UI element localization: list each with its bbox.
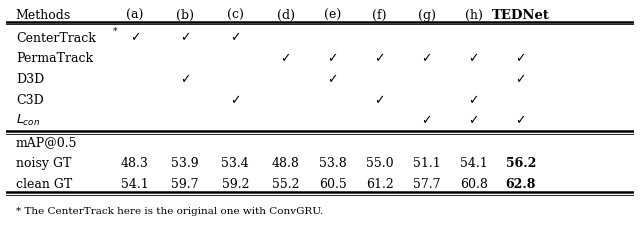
- Text: 60.8: 60.8: [460, 178, 488, 191]
- Text: 55.0: 55.0: [366, 157, 394, 170]
- Text: ✓: ✓: [230, 31, 241, 45]
- Text: 54.1: 54.1: [121, 178, 149, 191]
- Text: 53.9: 53.9: [172, 157, 199, 170]
- Text: ✓: ✓: [468, 114, 479, 127]
- Text: (c): (c): [227, 8, 244, 22]
- Text: 53.8: 53.8: [319, 157, 346, 170]
- Text: * The CenterTrack here is the original one with ConvGRU.: * The CenterTrack here is the original o…: [16, 208, 323, 216]
- Text: $L_{con}$: $L_{con}$: [16, 113, 40, 128]
- Text: ✓: ✓: [230, 94, 241, 107]
- Text: ✓: ✓: [374, 52, 385, 65]
- Text: 59.7: 59.7: [172, 178, 199, 191]
- Text: ✓: ✓: [130, 31, 140, 45]
- Text: 48.3: 48.3: [121, 157, 149, 170]
- Text: ✓: ✓: [421, 114, 432, 127]
- Text: ✓: ✓: [374, 94, 385, 107]
- Text: Methods: Methods: [16, 8, 71, 22]
- Text: 48.8: 48.8: [271, 157, 300, 170]
- Text: 62.8: 62.8: [506, 178, 536, 191]
- Text: ✓: ✓: [515, 52, 526, 65]
- Text: 57.7: 57.7: [413, 178, 440, 191]
- Text: 56.2: 56.2: [506, 157, 536, 170]
- Text: (b): (b): [176, 8, 194, 22]
- Text: PermaTrack: PermaTrack: [16, 52, 93, 65]
- Text: ✓: ✓: [280, 52, 291, 65]
- Text: ✓: ✓: [327, 52, 338, 65]
- Text: ✓: ✓: [468, 94, 479, 107]
- Text: *: *: [113, 27, 118, 36]
- Text: mAP@0.5: mAP@0.5: [16, 136, 77, 149]
- Text: clean GT: clean GT: [16, 178, 72, 191]
- Text: CenterTrack: CenterTrack: [16, 31, 96, 45]
- Text: ✓: ✓: [515, 73, 526, 86]
- Text: 59.2: 59.2: [221, 178, 249, 191]
- Text: 61.2: 61.2: [365, 178, 394, 191]
- Text: ✓: ✓: [327, 73, 338, 86]
- Text: ✓: ✓: [421, 52, 432, 65]
- Text: (e): (e): [324, 8, 341, 22]
- Text: (h): (h): [465, 8, 483, 22]
- Text: 60.5: 60.5: [319, 178, 346, 191]
- Text: ✓: ✓: [515, 114, 526, 127]
- Text: ✓: ✓: [180, 73, 191, 86]
- Text: noisy GT: noisy GT: [16, 157, 71, 170]
- Text: 54.1: 54.1: [460, 157, 488, 170]
- Text: (a): (a): [126, 8, 143, 22]
- Text: 55.2: 55.2: [272, 178, 300, 191]
- Text: C3D: C3D: [16, 94, 44, 107]
- Text: 51.1: 51.1: [413, 157, 440, 170]
- Text: (f): (f): [372, 8, 387, 22]
- Text: ✓: ✓: [468, 52, 479, 65]
- Text: 53.4: 53.4: [221, 157, 249, 170]
- Text: TEDNet: TEDNet: [492, 8, 550, 22]
- Text: D3D: D3D: [16, 73, 44, 86]
- Text: (g): (g): [418, 8, 436, 22]
- Text: (d): (d): [276, 8, 294, 22]
- Text: ✓: ✓: [180, 31, 191, 45]
